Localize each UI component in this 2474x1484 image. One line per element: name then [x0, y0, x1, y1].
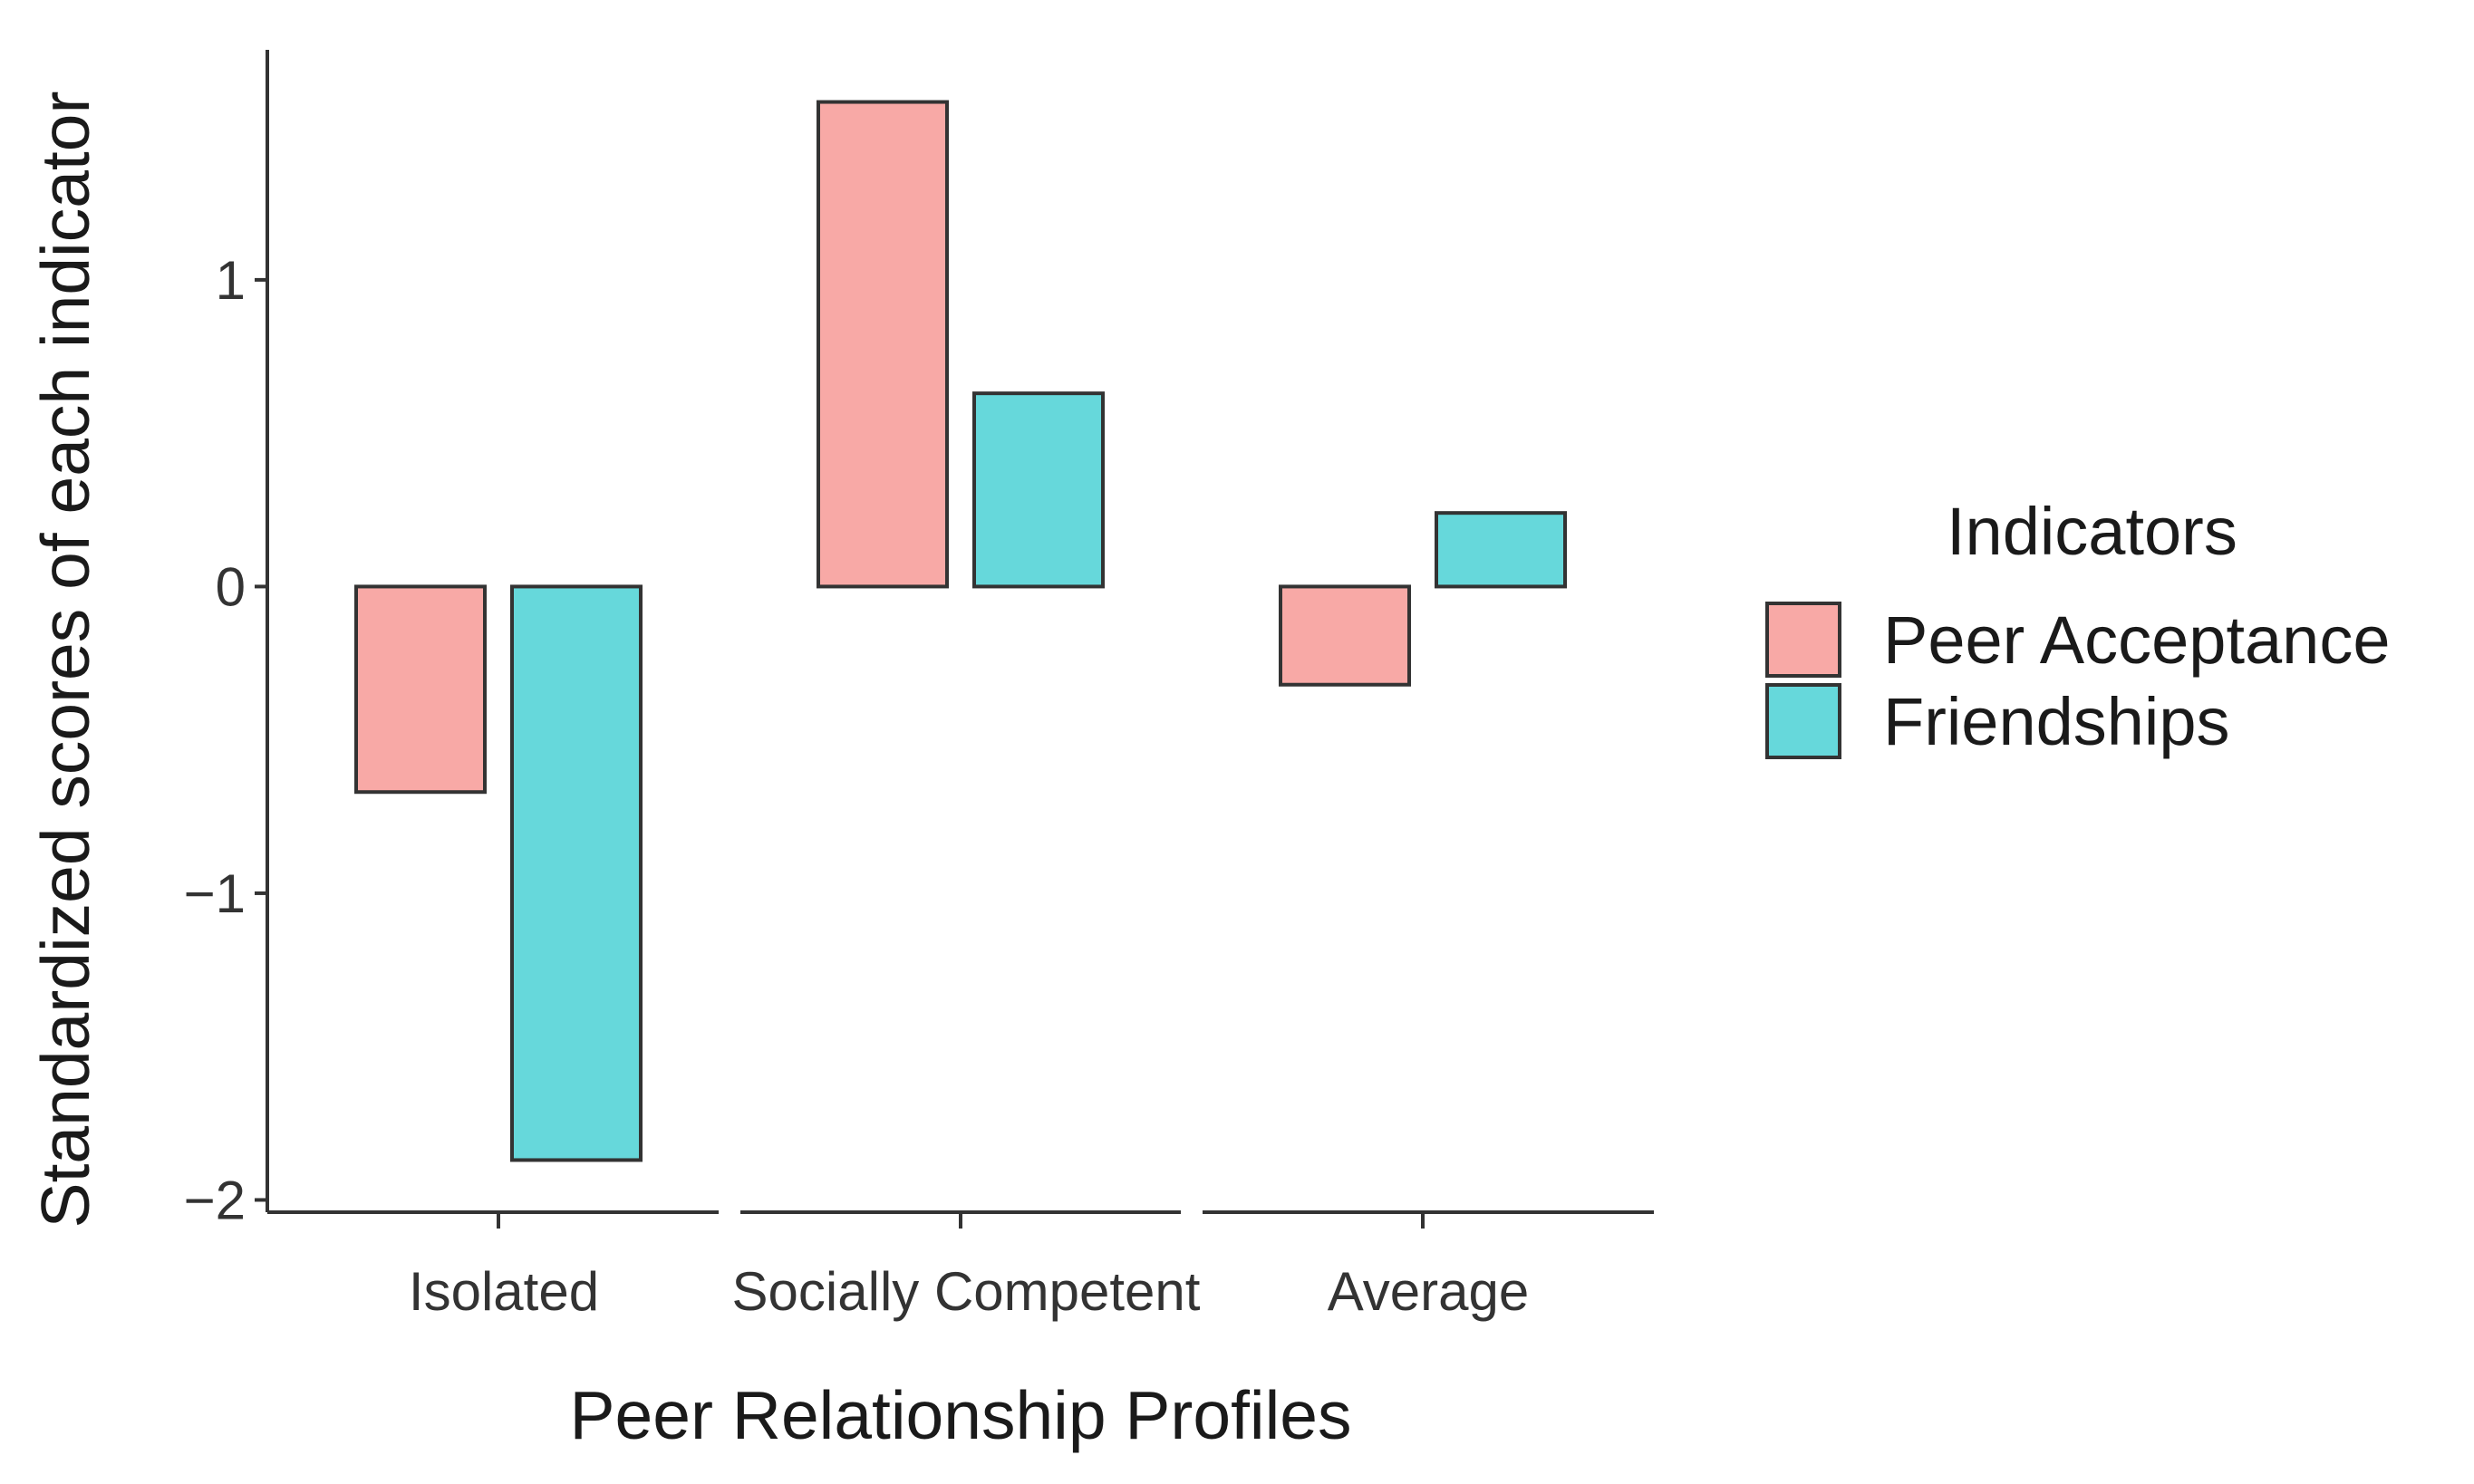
- y-tick-label: −2: [184, 1170, 246, 1230]
- legend-label: Peer Acceptance: [1883, 602, 2390, 678]
- legend-key-peer-acceptance: [1765, 602, 1841, 678]
- y-tick-label: −1: [184, 863, 246, 924]
- legend-label: Friendships: [1883, 684, 2230, 759]
- bars-group: [354, 100, 1567, 1162]
- legend-title: Indicators: [1947, 494, 2237, 569]
- bar-friendships-socially-competent: [972, 391, 1105, 589]
- x-tick-label: Isolated: [409, 1261, 599, 1322]
- x-tick-label: Socially Competent: [732, 1261, 1201, 1322]
- x-tick-label: Average: [1328, 1261, 1529, 1322]
- bar-peer-acceptance-isolated: [354, 584, 487, 795]
- bar-friendships-average: [1435, 511, 1567, 589]
- legend-key-friendships: [1765, 683, 1841, 759]
- x-axis-title: Peer Relationship Profiles: [570, 1377, 1352, 1453]
- bar-friendships-isolated: [510, 584, 643, 1162]
- bar-peer-acceptance-average: [1279, 584, 1411, 687]
- axes-group: −2 −1 0 1 Isolated Socially Competent Average: [184, 50, 1654, 1322]
- y-tick-label: 0: [216, 556, 246, 617]
- bar-peer-acceptance-socially-competent: [817, 100, 949, 589]
- y-tick-label: 1: [216, 250, 246, 311]
- y-ticks-group: −2 −1 0 1: [184, 250, 267, 1230]
- x-ticks-group: Isolated Socially Competent Average: [409, 1212, 1529, 1322]
- y-axis-title: Standardized scores of each indicator: [27, 92, 103, 1229]
